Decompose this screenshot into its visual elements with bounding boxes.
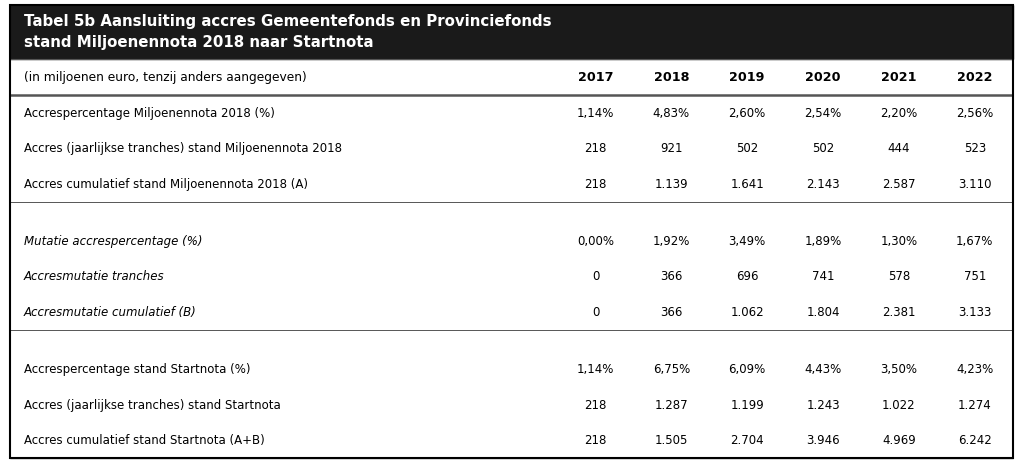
Text: 0,00%: 0,00% (577, 235, 614, 248)
Text: Accresmutatie tranches: Accresmutatie tranches (24, 270, 164, 283)
Text: 3.133: 3.133 (959, 306, 991, 319)
Text: 2,56%: 2,56% (957, 106, 993, 119)
Text: Accrespercentage stand Startnota (%): Accrespercentage stand Startnota (%) (24, 363, 250, 376)
Text: 2.587: 2.587 (882, 178, 916, 191)
Text: Accresmutatie cumulatief (B): Accresmutatie cumulatief (B) (24, 306, 196, 319)
Text: Accres cumulatief stand Miljoenennota 2018 (A): Accres cumulatief stand Miljoenennota 20… (24, 178, 308, 191)
Text: 444: 444 (888, 142, 910, 155)
Text: 921: 921 (660, 142, 682, 155)
Text: 4,23%: 4,23% (957, 363, 993, 376)
Text: 0: 0 (591, 306, 599, 319)
Text: 2.381: 2.381 (882, 306, 916, 319)
Text: 6,75%: 6,75% (653, 363, 690, 376)
Text: 2022: 2022 (958, 71, 992, 84)
Bar (10, 5, 1013, 59)
Text: 3.946: 3.946 (806, 434, 840, 447)
Text: 1.287: 1.287 (655, 399, 688, 412)
Text: 1.062: 1.062 (730, 306, 764, 319)
Text: 218: 218 (584, 399, 607, 412)
Text: Accres (jaarlijkse tranches) stand Miljoenennota 2018: Accres (jaarlijkse tranches) stand Miljo… (24, 142, 342, 155)
Text: 1.274: 1.274 (958, 399, 991, 412)
Text: Accres (jaarlijkse tranches) stand Startnota: Accres (jaarlijkse tranches) stand Start… (24, 399, 280, 412)
Text: 0: 0 (591, 270, 599, 283)
Text: 2.704: 2.704 (730, 434, 764, 447)
Text: 741: 741 (812, 270, 835, 283)
Text: 2.143: 2.143 (806, 178, 840, 191)
Text: 502: 502 (737, 142, 758, 155)
Text: 4,83%: 4,83% (653, 106, 690, 119)
Text: Accrespercentage Miljoenennota 2018 (%): Accrespercentage Miljoenennota 2018 (%) (24, 106, 274, 119)
Text: 1,14%: 1,14% (577, 363, 614, 376)
Text: 1.243: 1.243 (806, 399, 840, 412)
Text: 218: 218 (584, 142, 607, 155)
Text: 1.139: 1.139 (655, 178, 688, 191)
Text: (in miljoenen euro, tenzij anders aangegeven): (in miljoenen euro, tenzij anders aangeg… (24, 71, 306, 84)
Text: 366: 366 (660, 270, 682, 283)
Text: 2020: 2020 (805, 71, 841, 84)
Text: 1.804: 1.804 (806, 306, 840, 319)
Text: 502: 502 (812, 142, 834, 155)
Text: 1,14%: 1,14% (577, 106, 614, 119)
Text: Accres cumulatief stand Startnota (A+B): Accres cumulatief stand Startnota (A+B) (24, 434, 264, 447)
Text: 218: 218 (584, 434, 607, 447)
Text: 2,54%: 2,54% (804, 106, 842, 119)
Text: 6.242: 6.242 (958, 434, 991, 447)
Text: 4,43%: 4,43% (804, 363, 842, 376)
Text: 3,50%: 3,50% (881, 363, 918, 376)
Text: 6,09%: 6,09% (728, 363, 766, 376)
Text: Mutatie accrespercentage (%): Mutatie accrespercentage (%) (24, 235, 202, 248)
Text: 1.199: 1.199 (730, 399, 764, 412)
Text: 1,67%: 1,67% (957, 235, 993, 248)
Text: 1,89%: 1,89% (804, 235, 842, 248)
Text: 366: 366 (660, 306, 682, 319)
Text: 1.022: 1.022 (882, 399, 916, 412)
Text: 696: 696 (736, 270, 758, 283)
Text: 3.110: 3.110 (959, 178, 991, 191)
Text: 2,20%: 2,20% (881, 106, 918, 119)
Text: 1.505: 1.505 (655, 434, 688, 447)
Text: 2019: 2019 (729, 71, 765, 84)
Text: 1,92%: 1,92% (653, 235, 691, 248)
Text: 3,49%: 3,49% (728, 235, 766, 248)
Text: Tabel 5b Aansluiting accres Gemeentefonds en Provinciefonds: Tabel 5b Aansluiting accres Gemeentefond… (24, 14, 551, 29)
Text: 4.969: 4.969 (882, 434, 916, 447)
Text: 578: 578 (888, 270, 910, 283)
Text: 2018: 2018 (654, 71, 690, 84)
Text: 2,60%: 2,60% (728, 106, 766, 119)
Text: 2017: 2017 (578, 71, 613, 84)
Text: stand Miljoenennota 2018 naar Startnota: stand Miljoenennota 2018 naar Startnota (24, 35, 373, 50)
Text: 1.641: 1.641 (730, 178, 764, 191)
Text: 523: 523 (964, 142, 986, 155)
Text: 218: 218 (584, 178, 607, 191)
Text: 1,30%: 1,30% (881, 235, 918, 248)
Text: 2021: 2021 (881, 71, 917, 84)
Text: 751: 751 (964, 270, 986, 283)
